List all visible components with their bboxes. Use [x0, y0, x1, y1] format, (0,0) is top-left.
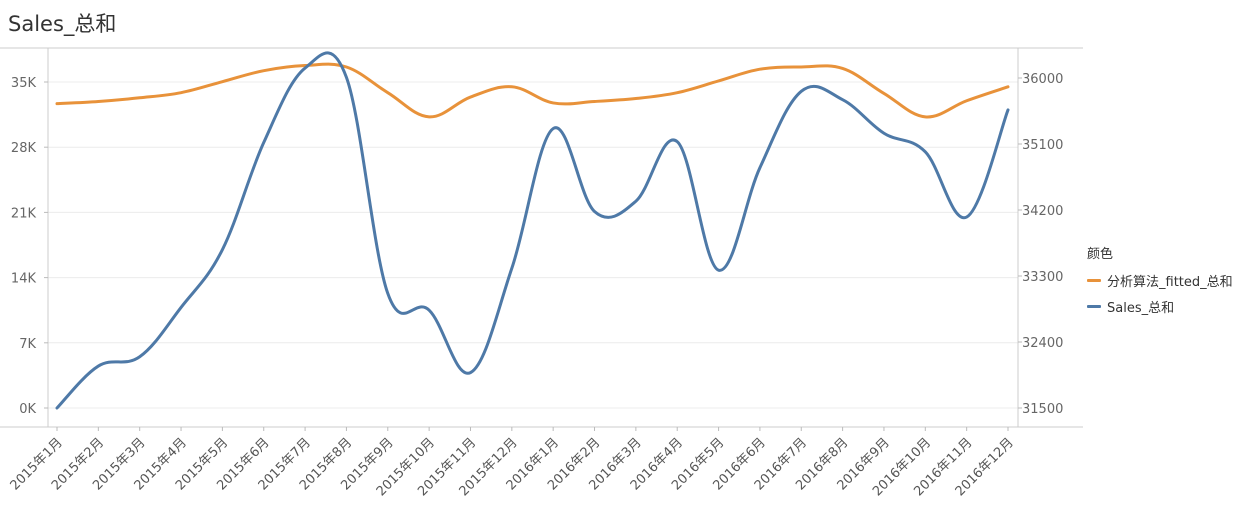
chart-title: Sales_总和 [8, 12, 117, 36]
right-tick-label: 35100 [1022, 138, 1063, 153]
legend[interactable]: 颜色 分析算法_fitted_总和 Sales_总和 [1087, 243, 1233, 322]
series-line-fitted [55, 62, 1010, 119]
series-lines [55, 51, 1010, 410]
left-tick-label: 28K [11, 141, 37, 156]
right-tick-label: 31500 [1022, 402, 1063, 417]
legend-item-sales[interactable]: Sales_总和 [1087, 296, 1233, 316]
x-axis-ticks: 2015年1月2015年2月2015年3月2015年4月2015年5月2015年… [8, 427, 1017, 499]
legend-label-sales: Sales_总和 [1107, 300, 1175, 316]
grid-lines [48, 81, 1018, 409]
right-axis-ticks: 31500 32400 33300 34200 35100 36000 [1018, 72, 1063, 417]
left-tick-label: 0K [19, 402, 36, 417]
legend-swatch-sales [1087, 304, 1101, 308]
legend-swatch-fitted [1087, 278, 1101, 282]
right-tick-label: 36000 [1022, 72, 1063, 87]
left-tick-label: 35K [11, 76, 37, 91]
left-tick-label: 14K [11, 272, 37, 287]
legend-item-fitted[interactable]: 分析算法_fitted_总和 [1087, 270, 1233, 290]
left-axis-ticks: 0K 7K 14K 21K 28K 35K [11, 76, 48, 417]
axes [0, 47, 1083, 428]
right-tick-label: 32400 [1022, 336, 1063, 351]
legend-label-fitted: 分析算法_fitted_总和 [1107, 274, 1233, 290]
right-tick-label: 34200 [1022, 204, 1063, 219]
left-tick-label: 21K [11, 206, 37, 221]
left-tick-label: 7K [19, 337, 36, 352]
legend-title: 颜色 [1087, 247, 1114, 262]
series-line-sales [55, 51, 1010, 410]
right-tick-label: 33300 [1022, 270, 1063, 285]
